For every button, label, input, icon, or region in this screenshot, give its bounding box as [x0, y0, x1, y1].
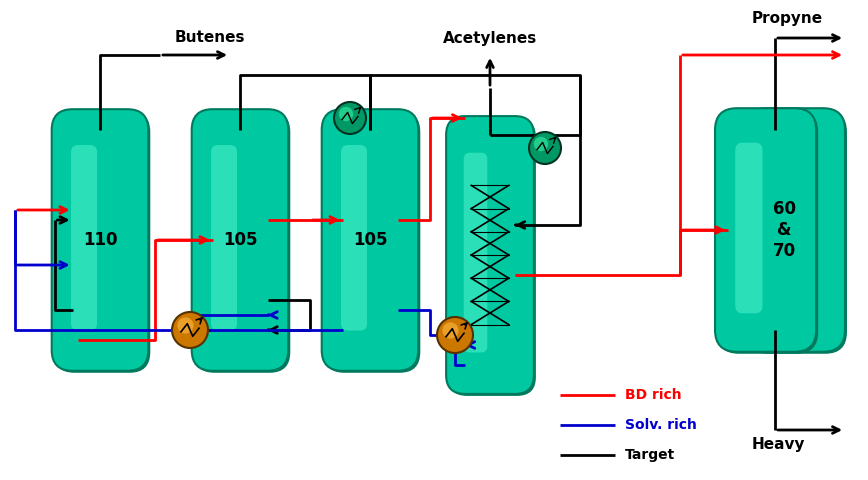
Text: 110: 110	[82, 231, 117, 249]
FancyBboxPatch shape	[52, 109, 148, 371]
FancyBboxPatch shape	[192, 109, 288, 371]
FancyBboxPatch shape	[211, 145, 237, 331]
FancyBboxPatch shape	[341, 145, 367, 331]
Text: BD rich: BD rich	[625, 388, 681, 402]
FancyBboxPatch shape	[735, 143, 762, 313]
Text: Solv. rich: Solv. rich	[625, 418, 697, 432]
Text: Target: Target	[625, 448, 675, 462]
Circle shape	[529, 132, 561, 164]
FancyBboxPatch shape	[322, 109, 418, 371]
Text: 105: 105	[352, 231, 387, 249]
Circle shape	[534, 137, 549, 151]
FancyBboxPatch shape	[764, 143, 792, 313]
FancyBboxPatch shape	[324, 111, 420, 373]
Text: Acetylenes: Acetylenes	[443, 31, 537, 46]
Text: Butenes: Butenes	[175, 31, 246, 46]
Text: 105: 105	[223, 231, 257, 249]
FancyBboxPatch shape	[744, 108, 845, 352]
FancyBboxPatch shape	[746, 110, 847, 354]
FancyBboxPatch shape	[715, 108, 816, 352]
FancyBboxPatch shape	[446, 116, 534, 394]
FancyBboxPatch shape	[71, 145, 97, 331]
FancyBboxPatch shape	[448, 118, 536, 396]
Text: Propyne: Propyne	[752, 11, 823, 25]
Circle shape	[177, 317, 194, 334]
Text: 60
&
70: 60 & 70	[773, 200, 796, 260]
FancyBboxPatch shape	[54, 111, 150, 373]
Circle shape	[437, 317, 473, 353]
FancyBboxPatch shape	[194, 111, 290, 373]
FancyBboxPatch shape	[464, 153, 487, 352]
Circle shape	[334, 102, 366, 134]
FancyBboxPatch shape	[717, 110, 819, 354]
Circle shape	[443, 323, 458, 338]
Text: Heavy: Heavy	[752, 437, 806, 453]
Circle shape	[172, 312, 208, 348]
Circle shape	[339, 107, 353, 121]
